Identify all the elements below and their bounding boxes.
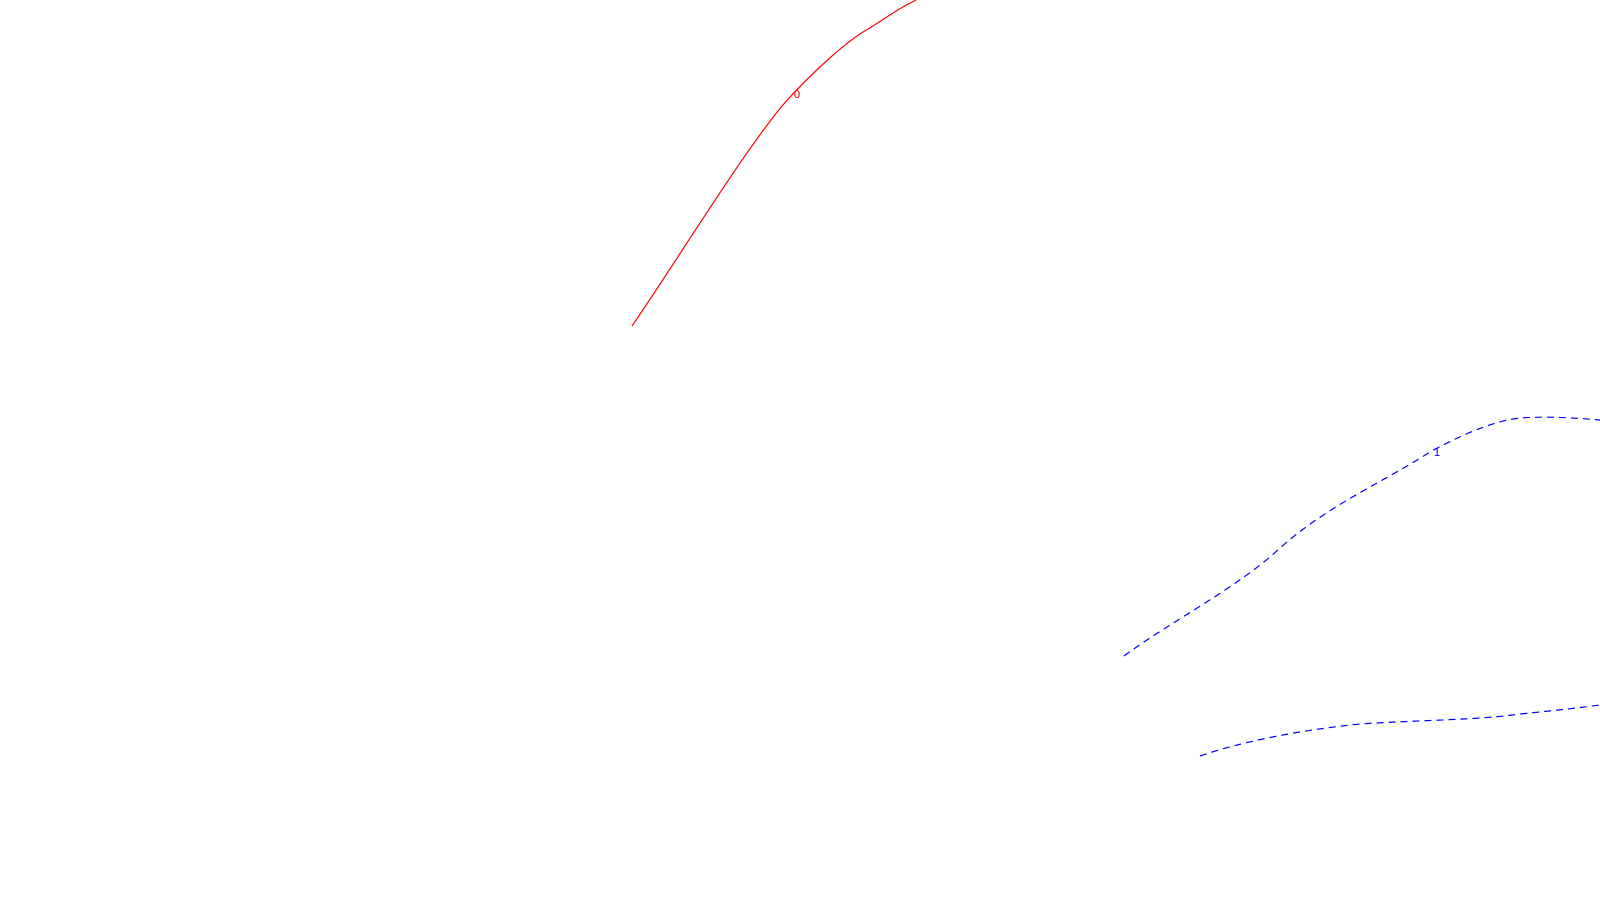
contour-label-level-0: 0 <box>794 88 801 101</box>
contour-line-level-1-lower <box>1199 704 1600 757</box>
contour-line-level-1-upper <box>1123 416 1600 657</box>
contour-line-level-0 <box>631 0 917 327</box>
contour-label-level-1: 1 <box>1434 446 1441 459</box>
